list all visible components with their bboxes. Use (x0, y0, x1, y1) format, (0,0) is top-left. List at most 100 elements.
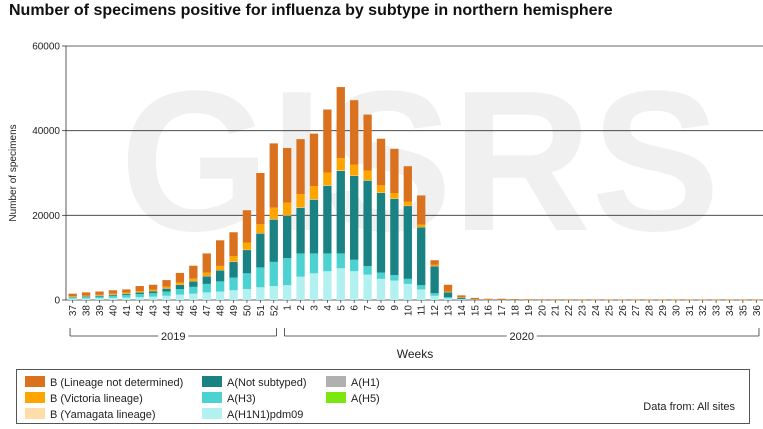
bar-segment (484, 298, 493, 300)
x-tick-label: 45 (175, 305, 186, 317)
legend-item: A(H3) (202, 392, 256, 405)
x-tick-label: 31 (685, 305, 696, 317)
bar-segment (417, 289, 426, 300)
x-tick-label: 33 (712, 305, 723, 317)
x-tick-label: 42 (135, 305, 146, 317)
bar-segment (229, 256, 238, 262)
bar-segment (283, 285, 292, 300)
x-tick-label: 37 (68, 305, 79, 317)
bar-segment (189, 293, 198, 300)
bar-segment (202, 276, 211, 284)
bar-segment (175, 294, 185, 300)
bar-segment (135, 286, 144, 291)
bar-segment (443, 291, 453, 293)
bar-segment (242, 242, 252, 250)
x-tick-label: 27 (631, 305, 642, 317)
bar-segment (430, 293, 439, 296)
bar-segment (309, 253, 319, 274)
x-tick-label: 20 (537, 305, 548, 317)
bar-segment (323, 185, 332, 254)
bar-segment (350, 164, 359, 176)
y-axis-label: Number of specimens (8, 124, 19, 221)
bar-segment (215, 291, 225, 300)
legend-label: A(Not subtyped) (227, 377, 307, 389)
bar-segment (269, 286, 278, 300)
bar-segment (390, 148, 399, 194)
x-tick-label: 9 (390, 305, 401, 311)
bar-segment (269, 219, 278, 262)
year-label: 2020 (509, 331, 533, 343)
bar-segment (229, 277, 238, 291)
x-tick-label: 25 (604, 305, 615, 317)
bar-segment (135, 294, 144, 298)
x-tick-label: 26 (618, 305, 629, 317)
bar-segment (323, 109, 332, 173)
bar-segment (68, 298, 77, 300)
bar-segment (175, 282, 185, 285)
legend-item: A(Not subtyped) (202, 376, 306, 389)
legend: B (Lineage not determined) A(Not subtyped… (16, 369, 750, 424)
bar-segment (108, 293, 118, 295)
bar-segment (256, 233, 265, 268)
bar-segment (430, 266, 439, 294)
bar-segment (443, 298, 453, 300)
x-tick-label: 49 (229, 305, 240, 317)
bar-segment (443, 297, 453, 299)
year-label: 2019 (161, 331, 185, 343)
bar-segment (68, 296, 77, 297)
x-tick-label: 22 (564, 305, 575, 317)
x-tick-label: 48 (216, 305, 227, 317)
bar-segment (350, 259, 359, 272)
bar-segment (376, 192, 386, 273)
legend-item: B (Lineage not determined) (25, 376, 183, 389)
x-tick-label: 2 (296, 305, 307, 311)
bar-segment (256, 287, 265, 300)
bar-segment (175, 288, 185, 295)
x-tick-label: 39 (95, 305, 106, 317)
x-tick-label: 52 (269, 305, 280, 317)
bar-segment (108, 290, 118, 294)
bar-segment (309, 186, 319, 200)
bar-segment (430, 295, 439, 300)
x-tick-label: 21 (551, 305, 562, 317)
bar-segment (390, 280, 399, 300)
x-tick-label: 38 (82, 305, 93, 317)
bar-segment (162, 295, 171, 300)
legend-label: A(H3) (227, 393, 256, 405)
bar-segment (336, 268, 345, 300)
bar-segment (323, 271, 332, 300)
bar-segment (215, 270, 225, 282)
x-tick-label: 28 (645, 305, 656, 317)
bar-segment (122, 297, 131, 300)
bar-segment (202, 292, 211, 300)
bar-segment (189, 278, 198, 282)
bar-segment (457, 297, 466, 299)
bar-segment (135, 290, 144, 293)
bar-segment (309, 133, 319, 187)
bar-segment (269, 261, 278, 287)
bar-segment (296, 139, 305, 195)
y-tick-label: 60000 (32, 42, 60, 53)
legend-item: B (Yamagata lineage) (25, 408, 156, 421)
x-tick-label: 6 (350, 305, 361, 311)
legend-swatch (25, 408, 45, 419)
bar-segment (148, 284, 158, 290)
bar-segment (135, 292, 144, 295)
bar-segment (122, 289, 131, 293)
bar-segment (403, 206, 412, 279)
x-tick-label: 29 (658, 305, 669, 317)
bar-segment (148, 291, 158, 294)
legend-label: A(H5) (351, 393, 380, 405)
bar-segment (417, 227, 426, 286)
bar-segment (229, 232, 238, 257)
bar-segment (283, 215, 292, 259)
legend-label: A(H1) (351, 377, 380, 389)
bar-segment (162, 288, 171, 292)
x-tick-label: 8 (376, 305, 387, 311)
bar-segment (363, 266, 372, 275)
bar-segment (390, 275, 399, 281)
bar-segment (81, 297, 91, 299)
x-tick-label: 47 (202, 305, 213, 317)
bar-segment (363, 170, 372, 181)
x-tick-label: 17 (497, 305, 508, 317)
